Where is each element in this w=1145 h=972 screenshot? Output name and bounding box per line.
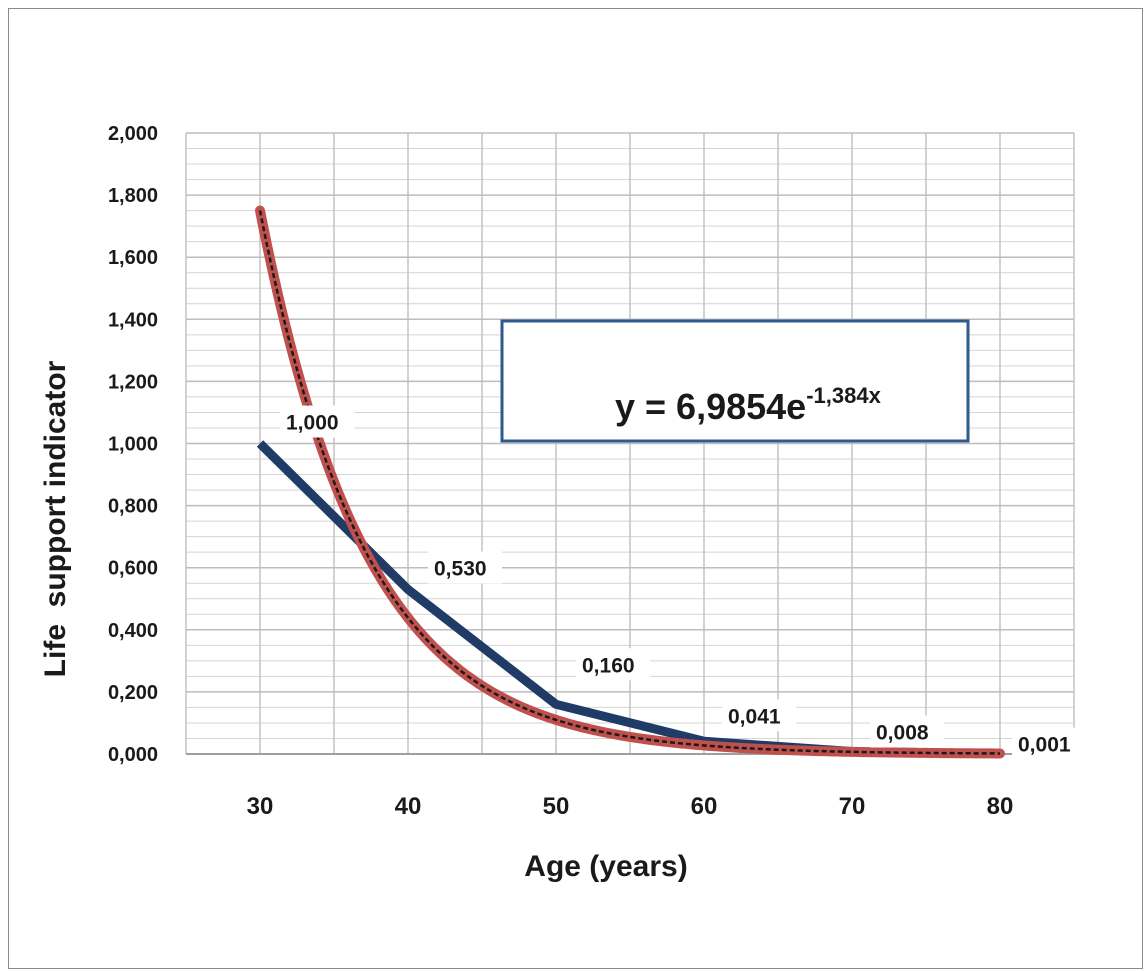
y-tick-label: 0,200 <box>108 682 158 704</box>
equation-base: y = 6,9854e <box>615 386 806 427</box>
data-labels: 1,000 0,530 0,160 0,041 0,008 0,001 <box>280 405 1086 760</box>
y-tick-label: 1,600 <box>108 247 158 269</box>
equation-exponent: -1,384x <box>806 383 881 408</box>
data-label: 0,008 <box>870 715 944 748</box>
y-tick-label: 0,400 <box>108 620 158 642</box>
y-tick-labels: 0,000 0,200 0,400 0,600 0,800 1,000 1,200 1,400… <box>108 123 158 766</box>
data-label-text: 0,530 <box>434 557 487 580</box>
data-label: 0,530 <box>428 551 502 584</box>
y-tick-label: 1,800 <box>108 185 158 207</box>
data-label: 0,041 <box>722 699 796 732</box>
data-label-bg <box>1012 727 1086 760</box>
chart: 0,000 0,200 0,400 0,600 0,800 1,000 1,200 1,400… <box>39 123 1086 883</box>
trendline-layer <box>255 205 1005 759</box>
x-tick-label: 80 <box>987 793 1014 820</box>
data-label-text: 0,041 <box>728 705 781 728</box>
data-label-bg <box>576 648 650 681</box>
y-tick-label: 1,400 <box>108 309 158 331</box>
chart-frame: 0,000 0,200 0,400 0,600 0,800 1,000 1,200 1,400… <box>8 8 1143 969</box>
data-label-text: 0,001 <box>1018 734 1071 757</box>
x-axis-title: Age (years) <box>524 850 687 883</box>
data-label: 0,001 <box>1012 727 1086 760</box>
y-tick-label: 1,000 <box>108 434 158 456</box>
y-tick-label: 0,800 <box>108 496 158 518</box>
data-label-bg <box>870 715 944 748</box>
data-label-bg <box>280 405 354 438</box>
equation-label: y = 6,9854e-1,384x <box>615 383 882 427</box>
data-label-bg <box>722 699 796 732</box>
x-tick-label: 50 <box>543 793 570 820</box>
x-tick-label: 70 <box>839 793 866 820</box>
x-tick-labels: 30 40 50 60 70 80 <box>247 793 1014 820</box>
data-label-text: 1,000 <box>286 412 339 435</box>
data-label-text: 0,160 <box>582 654 635 677</box>
equation-box: y = 6,9854e-1,384x <box>500 319 970 443</box>
x-tick-label: 40 <box>395 793 422 820</box>
x-tick-label: 30 <box>247 793 274 820</box>
y-tick-label: 1,200 <box>108 371 158 393</box>
data-label-bg <box>428 551 502 584</box>
y-axis-title: Life support indicator <box>39 360 72 677</box>
data-label: 0,160 <box>576 648 650 681</box>
data-label-text: 0,008 <box>876 722 929 745</box>
x-tick-label: 60 <box>691 793 718 820</box>
equation-box-border <box>500 319 970 443</box>
y-tick-label: 2,000 <box>108 123 158 145</box>
y-tick-label: 0,600 <box>108 558 158 580</box>
data-label: 1,000 <box>280 405 354 438</box>
y-tick-label: 0,000 <box>108 744 158 766</box>
trendline-core <box>258 210 1001 755</box>
